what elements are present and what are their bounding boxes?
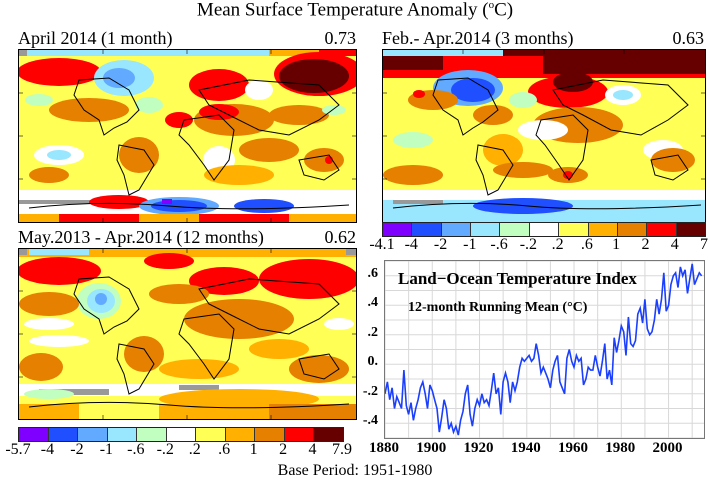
chart-title: Land−Ocean Temperature Index [398,269,637,288]
colorbar-tick-label: 4 [670,236,679,253]
colorbar-swatch [471,223,501,236]
colorbar-12month [18,427,344,442]
map-april-2014 [18,49,357,223]
x-tick-label: 2000 [652,440,683,456]
colorbar-swatch [225,428,256,441]
colorbar-swatch [137,428,167,441]
colorbar-tick-label: -2 [70,441,84,458]
x-tick-label: 1960 [558,440,589,456]
series-line [384,263,703,436]
main-title: Mean Surface Temperature Anomaly (oC) [196,0,514,21]
map-may2013-apr2014 [18,248,357,420]
colorbar-swatch [314,428,344,441]
x-tick-label: 1900 [416,440,447,456]
colorbar-swatch [166,428,197,441]
colorbar-tick-label: -1 [463,236,477,253]
colorbar-tick-label: .6 [580,236,593,253]
panel-label-april-2014: April 2014 (1 month) [18,28,173,48]
colorbar-tick-label: .2 [188,441,201,458]
chart-plot-area [384,260,705,439]
colorbar-tick-label: -5.7 [5,441,31,458]
base-period: Base Period: 1951-1980 [277,462,433,479]
x-tick-label: 1940 [510,440,541,456]
colorbar-tick-label: 2 [279,441,288,458]
panel-label-feb-apr-2014: Feb.- Apr.2014 (3 months) [382,28,574,48]
y-tick-label: .2 [367,324,379,340]
colorbar-tick-label: 7 [700,236,708,253]
colorbar-tick-label: 7.9 [332,441,352,458]
y-tick-label: -.2 [362,383,378,399]
colorbar-tick-label: .6 [218,441,231,458]
y-tick-label: .4 [367,295,379,311]
colorbar-swatch [48,428,79,441]
colorbar-3month [382,222,706,237]
colorbar-tick-label: -4 [404,236,418,253]
colorbar-swatch [676,223,705,236]
colorbar-swatch [588,223,618,236]
x-tick-label: 1980 [605,440,636,456]
colorbar-swatch [19,428,49,441]
colorbar-tick-label: .2 [551,236,564,253]
x-tick-label: 1880 [369,440,399,456]
colorbar-tick-label: -2 [433,236,448,253]
panel-value-feb-apr-2014: 0.63 [672,28,705,48]
colorbar-3month-labels: -4.1 -4 -2 -1 -.6 -.2 .2 .6 1 2 4 7 [369,236,708,254]
colorbar-tick-label: -.6 [490,236,508,253]
colorbar-swatch [196,428,226,441]
colorbar-tick-label: 2 [641,236,650,253]
colorbar-swatch [617,223,648,236]
colorbar-tick-label: -1 [99,441,114,458]
y-tick-label: .6 [367,265,379,281]
panel-value-april-2014: 0.73 [324,28,357,48]
colorbar-12month-labels: -5.7 -4 -2 -1 -.6 -.2 .2 .6 1 2 4 7.9 [5,441,352,459]
y-tick-label: -.4 [362,413,378,429]
colorbar-swatch [647,223,677,236]
colorbar-swatch [412,223,442,236]
y-tick-label: 0. [367,354,379,370]
line-chart [384,260,704,439]
colorbar-swatch [78,428,108,441]
panel-label-may2013-apr2014: May.2013 - Apr.2014 (12 months) [18,227,264,247]
chart-subtitle: 12-month Running Mean (°C) [408,300,588,315]
x-tick-label: 1920 [463,440,494,456]
colorbar-swatch [383,223,413,236]
colorbar-swatch [107,428,138,441]
colorbar-swatch [500,223,530,236]
colorbar-tick-label: 4 [308,441,317,458]
colorbar-swatch [255,428,285,441]
colorbar-tick-label: 1 [612,236,621,253]
colorbar-swatch [529,223,560,236]
colorbar-tick-label: -4.1 [369,236,395,253]
colorbar-tick-label: -.2 [519,236,538,253]
colorbar-swatch [441,223,472,236]
colorbar-swatch [559,223,589,236]
panel-value-may2013-apr2014: 0.62 [324,227,357,247]
colorbar-tick-label: -4 [40,441,55,458]
colorbar-swatch [284,428,315,441]
colorbar-tick-label: 1 [249,441,258,458]
colorbar-tick-label: -.2 [156,441,174,458]
map-feb-apr-2014 [382,49,706,223]
colorbar-tick-label: -.6 [127,441,145,458]
